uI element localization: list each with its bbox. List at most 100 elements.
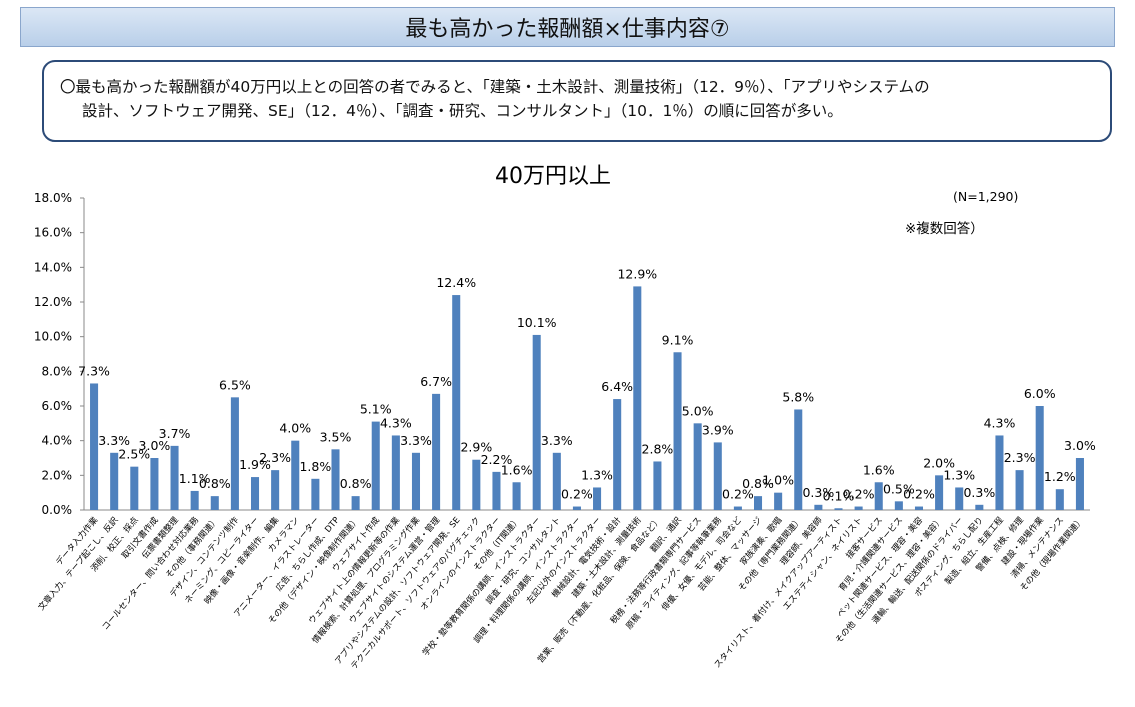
bar xyxy=(753,496,763,510)
bar xyxy=(512,482,521,510)
data-label: 0.2% xyxy=(722,487,754,502)
data-label: 10.1% xyxy=(517,315,557,330)
data-label: 1.3% xyxy=(581,467,613,482)
bar xyxy=(613,399,622,510)
chart-title: 40万円以上 xyxy=(495,164,611,189)
data-label: 4.3% xyxy=(380,415,412,430)
bar xyxy=(351,496,360,510)
data-label: 6.4% xyxy=(601,379,633,394)
bar xyxy=(331,449,340,510)
bar xyxy=(774,492,783,510)
data-label: 0.2% xyxy=(843,487,875,502)
data-label: 6.5% xyxy=(219,377,251,392)
data-label: 1.1% xyxy=(179,471,211,486)
data-label: 1.6% xyxy=(863,462,895,477)
data-label: 2.2% xyxy=(481,452,513,467)
bar xyxy=(794,409,803,510)
bar xyxy=(311,478,320,510)
bar xyxy=(673,352,682,510)
summary-line-2: 設計、ソフトウェア開発、SE」（12．4％）、「調査・研究、コンサルタント」（1… xyxy=(82,102,843,120)
data-label: 4.3% xyxy=(984,415,1016,430)
data-label: 2.0% xyxy=(923,455,955,470)
data-label: 3.9% xyxy=(702,422,734,437)
data-label: 3.5% xyxy=(320,429,352,444)
data-label: 3.0% xyxy=(1064,438,1096,453)
y-tick-label: 6.0% xyxy=(42,399,73,413)
bar xyxy=(874,482,883,510)
bar-chart: 40万円以上 (N=1,290) ※複数回答） 0.0% 2.0% 4.0% 6.0%… xyxy=(34,164,1096,672)
data-label: 0.3% xyxy=(963,485,995,500)
y-tick-label: 2.0% xyxy=(42,468,73,482)
data-label: 2.9% xyxy=(460,440,492,455)
bar xyxy=(532,334,541,510)
bar xyxy=(492,471,501,510)
data-label: 5.1% xyxy=(360,402,392,417)
summary-line-1: 〇最も高かった報酬額が40万円以上との回答の者でみると、「建築・土木設計、測量技… xyxy=(60,78,930,96)
bar xyxy=(733,506,742,510)
page-title: 最も高かった報酬額×仕事内容⑦ xyxy=(405,17,730,42)
data-label: 12.9% xyxy=(617,266,657,281)
bar xyxy=(572,506,581,510)
bar xyxy=(150,458,159,510)
bar xyxy=(1015,470,1024,510)
data-label: 6.0% xyxy=(1024,386,1056,401)
data-label: 2.8% xyxy=(642,441,674,456)
data-label: 0.3% xyxy=(802,485,834,500)
data-label: 4.0% xyxy=(279,421,311,436)
data-label: 3.0% xyxy=(139,438,171,453)
data-label: 7.3% xyxy=(78,363,110,378)
y-tick-label: 12.0% xyxy=(34,295,72,309)
bar xyxy=(935,475,944,510)
data-label: 1.3% xyxy=(943,467,975,482)
bar xyxy=(1035,406,1044,510)
bar xyxy=(210,496,219,510)
bar xyxy=(452,295,461,510)
bar xyxy=(230,397,239,510)
data-label: 2.5% xyxy=(118,447,150,462)
y-tick-label: 10.0% xyxy=(34,330,72,344)
bar xyxy=(472,459,481,510)
data-label: 0.8% xyxy=(340,476,372,491)
data-label: 0.2% xyxy=(903,487,935,502)
bar xyxy=(411,452,421,510)
data-label: 1.2% xyxy=(1044,469,1076,484)
bar xyxy=(250,477,260,510)
bar xyxy=(693,423,702,510)
bar xyxy=(894,501,903,510)
bar xyxy=(593,487,602,510)
bar xyxy=(90,383,99,510)
y-tick-label: 14.0% xyxy=(34,260,72,274)
summary-box: 〇最も高かった報酬額が40万円以上との回答の者でみると、「建築・土木設計、測量技… xyxy=(42,60,1112,142)
data-label: 12.4% xyxy=(436,275,476,290)
data-label: 9.1% xyxy=(662,332,694,347)
y-tick-label: 4.0% xyxy=(42,434,73,448)
x-tick-label: 文章入力、テープ起こし、反訳 xyxy=(36,514,121,612)
bar xyxy=(130,466,139,510)
bar xyxy=(110,452,119,510)
sample-size-label: (N=1,290) xyxy=(953,189,1018,204)
bar xyxy=(1055,489,1064,510)
data-label: 5.8% xyxy=(782,389,814,404)
bar xyxy=(371,421,380,510)
y-tick-label: 18.0% xyxy=(34,191,72,205)
bar xyxy=(713,442,722,510)
bar xyxy=(391,435,400,510)
data-label: 6.7% xyxy=(420,374,452,389)
data-label: 0.2% xyxy=(561,487,593,502)
y-tick-label: 8.0% xyxy=(42,364,73,378)
bar xyxy=(291,440,300,510)
bar xyxy=(552,452,561,510)
data-label: 2.3% xyxy=(259,450,291,465)
bar xyxy=(432,393,441,510)
data-label: 3.3% xyxy=(400,433,432,448)
multiple-answer-note: ※複数回答） xyxy=(905,220,984,237)
bar xyxy=(975,504,984,510)
bar xyxy=(633,286,642,510)
bar xyxy=(914,506,924,510)
data-label: 3.3% xyxy=(541,433,573,448)
data-label: 3.7% xyxy=(159,426,191,441)
bar xyxy=(271,470,280,510)
title-banner: 最も高かった報酬額×仕事内容⑦ xyxy=(20,7,1115,47)
data-label: 1.8% xyxy=(299,459,331,474)
data-label: 3.3% xyxy=(98,433,130,448)
